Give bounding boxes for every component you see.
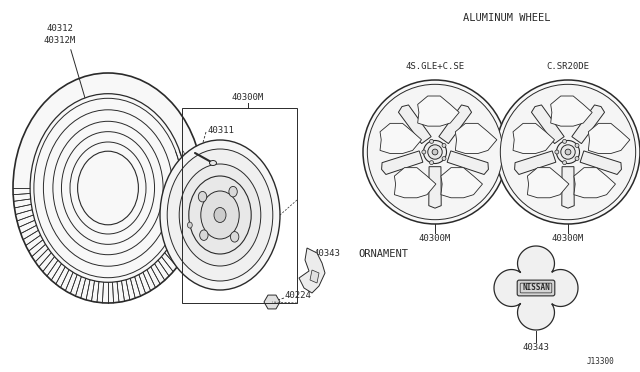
Ellipse shape (442, 144, 446, 147)
Ellipse shape (561, 145, 575, 159)
Text: 40300M: 40300M (552, 234, 584, 243)
Ellipse shape (424, 141, 447, 164)
Text: 40312: 40312 (47, 23, 74, 32)
Text: 40312M: 40312M (44, 35, 76, 45)
Ellipse shape (422, 150, 426, 154)
Polygon shape (447, 151, 488, 174)
Ellipse shape (563, 140, 566, 143)
Ellipse shape (556, 141, 579, 164)
Polygon shape (455, 124, 497, 154)
Ellipse shape (30, 94, 186, 282)
Polygon shape (439, 105, 472, 144)
Polygon shape (574, 168, 616, 198)
Ellipse shape (575, 157, 579, 161)
Polygon shape (494, 246, 578, 330)
Text: 4S.GLE+C.SE: 4S.GLE+C.SE (405, 61, 465, 71)
Ellipse shape (442, 157, 446, 161)
Bar (182, 108, 297, 303)
Polygon shape (399, 105, 431, 144)
Polygon shape (418, 96, 459, 126)
Ellipse shape (179, 164, 261, 266)
Ellipse shape (77, 151, 138, 225)
Ellipse shape (575, 144, 579, 147)
Polygon shape (580, 151, 621, 174)
Polygon shape (527, 168, 569, 198)
Polygon shape (264, 295, 280, 309)
Ellipse shape (429, 140, 433, 143)
Ellipse shape (496, 80, 640, 224)
Polygon shape (550, 96, 592, 126)
Ellipse shape (198, 192, 207, 202)
Polygon shape (531, 105, 564, 144)
Ellipse shape (189, 176, 251, 254)
Text: NISSAN: NISSAN (522, 283, 550, 292)
Text: 40311: 40311 (208, 125, 235, 135)
Ellipse shape (214, 208, 226, 222)
Polygon shape (515, 151, 556, 174)
Polygon shape (588, 124, 630, 154)
Text: C.SR20DE: C.SR20DE (547, 61, 589, 71)
Polygon shape (513, 124, 554, 154)
Ellipse shape (565, 149, 571, 155)
Ellipse shape (188, 222, 192, 228)
Text: J13300: J13300 (586, 357, 614, 366)
Ellipse shape (429, 161, 433, 164)
FancyBboxPatch shape (517, 280, 555, 296)
Ellipse shape (230, 232, 239, 242)
Ellipse shape (167, 149, 273, 281)
Ellipse shape (428, 145, 442, 159)
Ellipse shape (363, 80, 507, 224)
Ellipse shape (432, 149, 438, 155)
Polygon shape (380, 124, 422, 154)
Polygon shape (429, 167, 441, 208)
Ellipse shape (201, 191, 239, 239)
Ellipse shape (209, 160, 216, 166)
Text: 40224: 40224 (285, 292, 312, 301)
Text: ORNAMENT: ORNAMENT (358, 249, 408, 259)
Ellipse shape (367, 84, 502, 220)
Ellipse shape (13, 73, 203, 303)
Polygon shape (562, 167, 574, 208)
Polygon shape (394, 168, 436, 198)
Polygon shape (441, 168, 483, 198)
Ellipse shape (160, 140, 280, 290)
Text: 40300M: 40300M (232, 93, 264, 102)
Text: 40343: 40343 (523, 343, 549, 352)
Text: 40343: 40343 (314, 248, 341, 257)
Text: ALUMINUM WHEEL: ALUMINUM WHEEL (463, 13, 550, 23)
Polygon shape (299, 248, 325, 293)
Ellipse shape (200, 230, 208, 240)
Ellipse shape (555, 150, 559, 154)
Ellipse shape (229, 186, 237, 197)
Polygon shape (310, 270, 319, 283)
Text: 40300M: 40300M (419, 234, 451, 243)
Polygon shape (572, 105, 605, 144)
Ellipse shape (563, 161, 566, 164)
Ellipse shape (500, 84, 636, 220)
Polygon shape (381, 151, 423, 174)
